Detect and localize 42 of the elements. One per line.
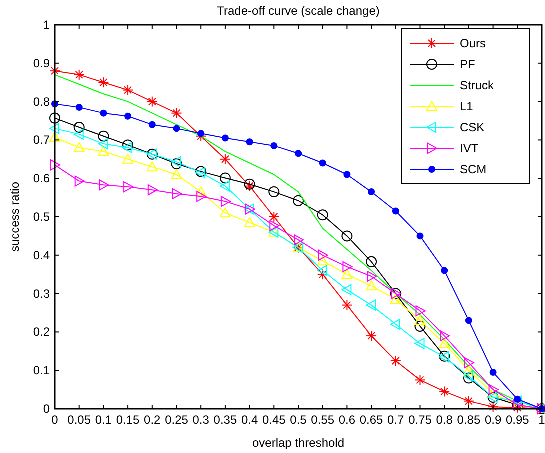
x-tick-label: 0.1: [95, 413, 112, 427]
y-tick-label: 0: [43, 402, 50, 416]
x-tick-label: 0.3: [192, 413, 210, 427]
x-tick-label: 0.75: [408, 413, 432, 427]
x-tick-label: 0.65: [360, 413, 384, 427]
x-tick-label: 0.45: [262, 413, 286, 427]
y-tick-label: 0.6: [33, 172, 50, 186]
y-axis-title: success ratio: [8, 182, 22, 252]
x-tick-label: 0.35: [214, 413, 238, 427]
y-tick-label: 0.8: [33, 94, 50, 109]
legend-label: CSK: [460, 120, 485, 134]
y-tick-label: 0.3: [33, 286, 50, 301]
x-tick-label: 0.6: [338, 413, 356, 427]
x-tick-label: 0.2: [144, 413, 162, 427]
x-tick-label: 0.9: [484, 413, 502, 427]
x-tick-label: 0.55: [311, 413, 335, 427]
chart-title: Trade-off curve (scale change): [217, 4, 380, 18]
x-tick-label: 0.85: [457, 413, 481, 427]
y-tick-label: 0.5: [33, 210, 50, 224]
x-tick-label: 0.5: [290, 413, 308, 427]
x-tick-label: 0.4: [241, 413, 258, 427]
legend-label: PF: [460, 58, 476, 72]
x-tick-label: 0.8: [436, 413, 454, 427]
legend-label: IVT: [460, 142, 480, 156]
legend-label: Ours: [460, 36, 486, 50]
legend-label: Struck: [460, 78, 496, 92]
legend-label: L1: [460, 100, 474, 114]
x-tick-label: 0: [52, 413, 59, 427]
y-tick-label: 0.1: [33, 364, 50, 378]
y-tick-label: 0.4: [33, 248, 50, 262]
y-tick-label: 0.2: [33, 325, 50, 340]
x-tick-label: 0.05: [68, 413, 92, 427]
y-tick-label: 0.9: [33, 56, 50, 70]
x-tick-label: 0.95: [506, 413, 530, 427]
y-tick-label: 1: [43, 18, 50, 32]
x-tick-label: 0.25: [165, 413, 189, 427]
y-tick-label: 0.7: [33, 133, 50, 148]
legend-label: SCM: [460, 162, 487, 176]
x-tick-label: 0.15: [116, 413, 140, 427]
x-axis-title: overlap threshold: [252, 436, 345, 450]
x-tick-label: 0.7: [388, 413, 405, 427]
x-tick-label: 1: [538, 413, 545, 427]
